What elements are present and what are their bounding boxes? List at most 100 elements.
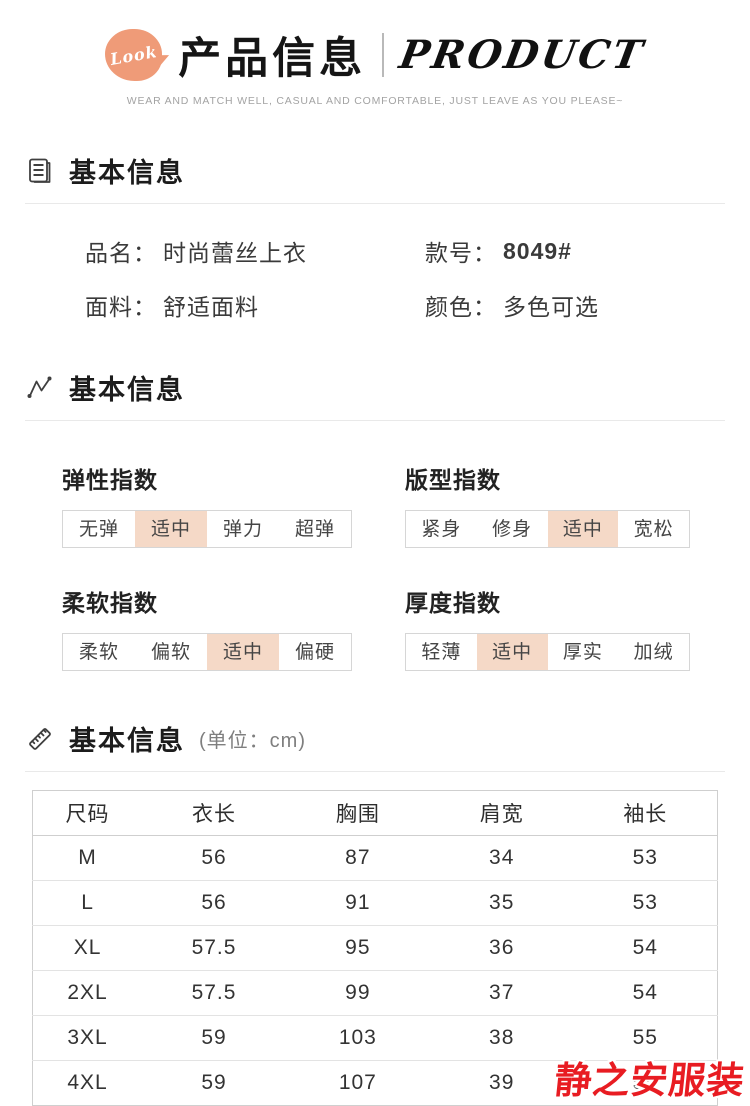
page-title-cn: 产品信息 [178, 35, 367, 83]
page-title-en: PRODUCT [396, 32, 649, 78]
section-title: 基本信息 [69, 375, 185, 405]
field-label: 款号： [425, 240, 497, 266]
cell-value: 99 [285, 970, 430, 1016]
index-option: 轻薄 [421, 642, 462, 663]
section-title: 基本信息 [69, 726, 185, 756]
field-label: 颜色： [425, 294, 497, 320]
cell-value: 54 [573, 970, 718, 1016]
table-row: 4XL 59 107 39 55 [33, 1061, 718, 1106]
table-row: 3XL 59 103 38 55 [32, 1015, 718, 1061]
cell-size: M [32, 835, 143, 881]
cell-value: 53 [573, 835, 718, 881]
field-product-name: 品名： 时尚蕾丝上衣 [85, 234, 425, 268]
ruler-icon [29, 727, 51, 750]
field-label: 面料： [85, 294, 157, 320]
cell-value: 103 [285, 1015, 430, 1061]
cell-value: 37 [429, 970, 574, 1016]
unit-note: (单位：cm) [199, 730, 306, 752]
index-option: 超弹 [294, 519, 335, 540]
cell-value: 38 [429, 1015, 574, 1061]
cell-size: 4XL [67, 1071, 108, 1094]
section-index-header: 基本信息 [25, 368, 725, 421]
cell-value: 39 [489, 1071, 515, 1094]
brand-watermark: 静之安服装 [552, 1060, 747, 1101]
index-group-elasticity: 弹性指数 无弹 适中 弹力 超弹 [62, 461, 352, 548]
col-header-length: 衣长 [142, 790, 286, 836]
index-option: 偏硬 [294, 642, 335, 663]
title-divider [382, 33, 385, 77]
cell-size: 2XL [32, 970, 143, 1016]
table-row: XL 57.5 95 36 54 [32, 925, 718, 971]
index-option: 偏软 [150, 642, 191, 663]
index-options-box: 轻薄 适中 厚实 加绒 [405, 633, 690, 671]
cell-value: 87 [285, 835, 430, 881]
index-group-softness: 柔软指数 柔软 偏软 适中 偏硬 [62, 584, 352, 671]
col-header-bust: 胸围 [285, 790, 430, 836]
index-option: 适中 [547, 511, 619, 547]
size-table-header-row: 尺码 衣长 胸围 肩宽 袖长 [32, 790, 718, 836]
cell-value: 91 [285, 880, 430, 926]
field-style-number: 款号： 8049# [425, 234, 750, 268]
index-option: 弹力 [222, 519, 263, 540]
col-header-shoulder: 肩宽 [429, 790, 574, 836]
basic-info-fields: 品名： 时尚蕾丝上衣 款号： 8049# 面料： 舒适面料 颜色： 多色可选 [0, 204, 750, 322]
cell-value: 57.5 [142, 925, 286, 971]
cell-value: 35 [429, 880, 574, 926]
size-chart-table: 尺码 衣长 胸围 肩宽 袖长 M 56 87 34 53 L 56 91 35 … [32, 790, 718, 1106]
section-basic-info-header: 基本信息 [25, 151, 725, 204]
cell-value: 55 [573, 1015, 718, 1061]
index-group-fit: 版型指数 紧身 修身 适中 宽松 [405, 461, 690, 548]
notepad-icon [29, 158, 51, 183]
index-option: 紧身 [421, 519, 462, 540]
header-title-row: Look 产品信息 PRODUCT [0, 24, 750, 86]
index-options-box: 柔软 偏软 适中 偏硬 [62, 633, 352, 671]
table-row: 2XL 57.5 99 37 54 [32, 970, 718, 1016]
field-value: 8049# [503, 237, 572, 264]
cell-value: 95 [285, 925, 430, 971]
field-color: 颜色： 多色可选 [425, 288, 750, 322]
index-groups-grid: 弹性指数 无弹 适中 弹力 超弹 版型指数 紧身 修身 适中 宽松 柔软指数 柔… [0, 421, 750, 671]
cell-value: 53 [573, 880, 718, 926]
index-group-title: 弹性指数 [62, 467, 158, 493]
index-option: 无弹 [78, 519, 119, 540]
table-row: M 56 87 34 53 [32, 835, 718, 881]
index-group-title: 厚度指数 [405, 590, 501, 616]
cell-value: 56 [142, 880, 286, 926]
cell-value: 34 [429, 835, 574, 881]
index-options-box: 无弹 适中 弹力 超弹 [62, 510, 352, 548]
cell-size: XL [32, 925, 143, 971]
index-group-title: 版型指数 [405, 467, 501, 493]
cell-value: 59 [201, 1071, 227, 1094]
cell-size: L [32, 880, 143, 926]
header-subtitle: WEAR AND MATCH WELL, CASUAL AND COMFORTA… [126, 95, 624, 107]
index-option: 适中 [135, 511, 207, 547]
field-label: 品名： [85, 240, 157, 266]
trend-line-icon [27, 376, 52, 398]
field-value: 舒适面料 [163, 294, 259, 320]
index-options-box: 紧身 修身 适中 宽松 [405, 510, 690, 548]
index-group-thickness: 厚度指数 轻薄 适中 厚实 加绒 [405, 584, 690, 671]
index-option: 宽松 [633, 519, 674, 540]
page-header: Look 产品信息 PRODUCT WEAR AND MATCH WELL, C… [0, 0, 750, 107]
section-title: 基本信息 [69, 158, 185, 188]
field-value: 多色可选 [503, 294, 599, 320]
cell-value: 54 [573, 925, 718, 971]
field-fabric: 面料： 舒适面料 [85, 288, 425, 322]
index-option: 适中 [476, 634, 548, 670]
cell-value: 57.5 [142, 970, 286, 1016]
cell-value: 56 [142, 835, 286, 881]
cell-value: 55 [632, 1071, 658, 1094]
col-header-sleeve: 袖长 [573, 790, 718, 836]
col-header-size: 尺码 [32, 790, 143, 836]
field-value: 时尚蕾丝上衣 [163, 240, 307, 266]
section-size-header: 基本信息 (单位：cm) [25, 719, 725, 772]
speech-bubble-logo: Look [105, 29, 163, 81]
table-row: L 56 91 35 53 [32, 880, 718, 926]
index-group-title: 柔软指数 [62, 590, 158, 616]
cell-value: 59 [142, 1015, 286, 1061]
cell-value: 36 [429, 925, 574, 971]
index-option: 适中 [207, 634, 279, 670]
logo-text: Look [108, 41, 159, 69]
index-option: 加绒 [633, 642, 674, 663]
cell-value: 107 [338, 1071, 377, 1094]
